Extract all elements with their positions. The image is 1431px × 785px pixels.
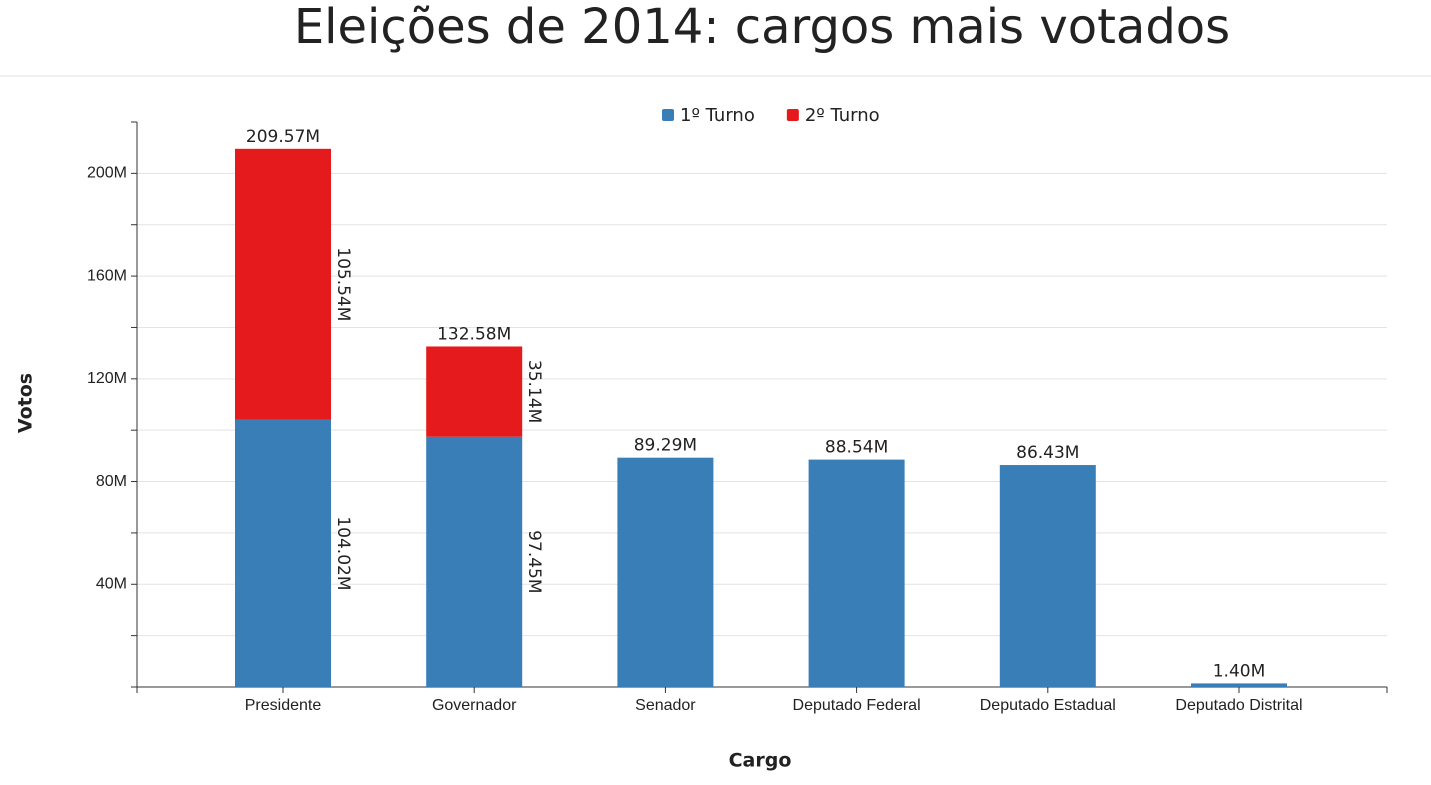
y-tick-label: 160M xyxy=(87,267,127,284)
total-label: 86.43M xyxy=(1016,443,1079,463)
total-label: 89.29M xyxy=(634,436,697,456)
x-tick-label: Governador xyxy=(432,697,517,714)
y-tick-label: 80M xyxy=(96,473,127,490)
total-label: 132.58M xyxy=(437,325,511,345)
segment-label: 104.02M xyxy=(333,516,353,590)
total-label: 209.57M xyxy=(246,127,320,147)
legend-label: 2º Turno xyxy=(805,105,880,126)
x-tick-label: Deputado Distrital xyxy=(1175,697,1302,714)
bar-segment xyxy=(426,436,523,687)
y-axis-label: Votos xyxy=(15,373,37,433)
y-tick-label: 120M xyxy=(87,370,127,387)
legend-label: 1º Turno xyxy=(680,105,755,126)
total-label: 88.54M xyxy=(825,438,888,458)
x-axis-label: Cargo xyxy=(729,750,792,772)
bar-segment xyxy=(235,419,331,687)
bar-segment xyxy=(999,465,1096,687)
chart-title: Eleições de 2014: cargos mais votados xyxy=(294,0,1230,55)
y-tick-label: 40M xyxy=(96,575,127,592)
bar-segment xyxy=(235,148,331,420)
total-label: 1.40M xyxy=(1213,661,1266,681)
bar-segment xyxy=(426,346,523,437)
legend-swatch xyxy=(786,109,799,121)
x-tick-label: Presidente xyxy=(245,697,322,714)
y-tick-label: 200M xyxy=(87,165,127,182)
x-tick-label: Senador xyxy=(635,697,696,714)
segment-label: 105.54M xyxy=(333,247,353,321)
segment-label: 97.45M xyxy=(524,530,544,593)
x-tick-label: Deputado Federal xyxy=(793,697,921,714)
bar-segment xyxy=(617,457,714,687)
segment-label: 35.14M xyxy=(524,360,544,423)
bar-segment xyxy=(1191,683,1287,687)
bar-segment xyxy=(808,459,905,687)
legend-swatch xyxy=(662,109,674,121)
x-tick-label: Deputado Estadual xyxy=(980,697,1116,714)
